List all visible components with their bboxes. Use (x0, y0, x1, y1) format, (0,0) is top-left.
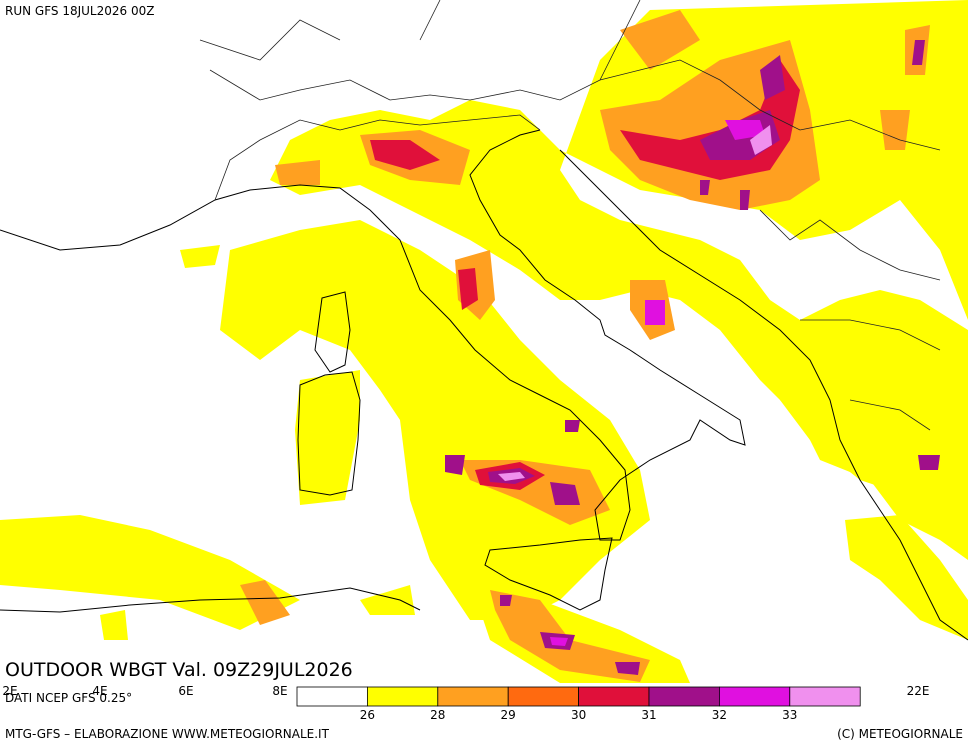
legend-swatch (296, 686, 368, 707)
legend-swatch (578, 686, 650, 707)
legend-label: 32 (712, 708, 727, 722)
legend-swatch (366, 686, 439, 707)
longitude-axis: 2E 4E 6E 8E 22E (2, 684, 929, 698)
color-legend: 26 28 29 30 31 32 33 (296, 686, 861, 722)
coastlines (0, 0, 968, 641)
run-label: RUN GFS 18JUL2026 00Z (5, 4, 154, 18)
legend-swatch (507, 686, 580, 707)
legend-label: 30 (571, 708, 586, 722)
legend-label: 29 (501, 708, 516, 722)
legend-label: 28 (430, 708, 445, 722)
longitude-label: 8E (272, 684, 287, 698)
longitude-label: 22E (907, 684, 930, 698)
legend-swatch (789, 686, 861, 707)
longitude-label: 2E (2, 684, 17, 698)
source-label: DATI NCEP GFS 0.25° (5, 691, 132, 705)
legend-swatch (437, 686, 509, 707)
legend-label: 33 (782, 708, 797, 722)
legend-swatch (719, 686, 791, 707)
legend-label: 31 (641, 708, 656, 722)
footer-right: (C) METEOGIORNALE (837, 727, 963, 741)
longitude-label: 4E (92, 684, 107, 698)
longitude-label: 6E (178, 684, 193, 698)
map-title: OUTDOOR WBGT Val. 09Z29JUL2026 (5, 659, 353, 681)
map: RUN GFS 18JUL2026 00Z OUTDOOR WBGT Val. … (0, 0, 968, 683)
legend-swatch (648, 686, 720, 707)
wbgt-high-spots (370, 40, 940, 675)
footer-left: MTG-GFS – ELABORAZIONE WWW.METEOGIORNALE… (5, 727, 330, 741)
legend-label: 26 (360, 708, 375, 722)
